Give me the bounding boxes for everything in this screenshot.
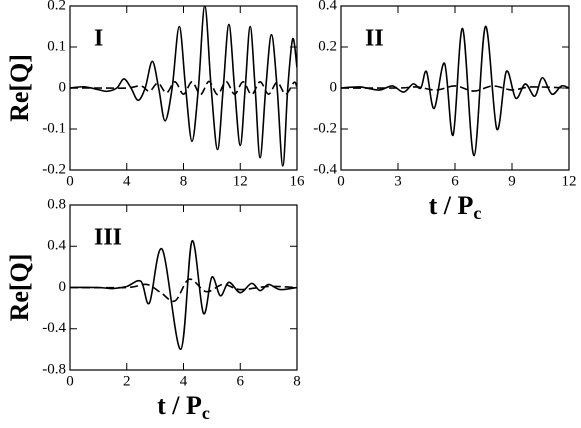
y-tick-label: 0 xyxy=(59,279,67,295)
x-tick-label: 3 xyxy=(394,173,402,189)
y-tick-label: -0.4 xyxy=(313,161,337,177)
x-axis-label: t / Pc xyxy=(157,391,210,423)
y-tick-label: -0.8 xyxy=(42,361,66,377)
panel-label: I xyxy=(94,26,103,52)
x-tick-label: 6 xyxy=(451,173,459,189)
x-tick-label: 8 xyxy=(293,373,301,389)
y-tick-label: 0.1 xyxy=(47,38,66,54)
plot-frame xyxy=(69,5,298,171)
y-tick-label: -0.2 xyxy=(313,120,337,136)
y-tick-label: -0.4 xyxy=(42,320,66,336)
x-tick-label: 0 xyxy=(66,173,74,189)
x-tick-label: 16 xyxy=(290,173,306,189)
y-tick-label: 0 xyxy=(330,79,338,95)
y-tick-label: 0.2 xyxy=(47,0,66,13)
y-axis-label: Re[Q] xyxy=(5,54,34,122)
x-tick-label: 4 xyxy=(123,173,131,189)
data-line xyxy=(70,278,297,303)
x-tick-label: 8 xyxy=(180,173,188,189)
x-axis-label: t / Pc xyxy=(429,191,482,223)
panel-label: III xyxy=(94,225,122,251)
x-label-main: t / P xyxy=(157,391,202,420)
y-tick-label: 0.4 xyxy=(47,238,66,254)
x-tick-label: 12 xyxy=(562,173,577,189)
y-tick-label: 0 xyxy=(59,79,67,95)
data-line xyxy=(341,25,569,157)
x-label-subscript: c xyxy=(473,203,481,223)
x-label-main: t / P xyxy=(429,191,474,220)
y-tick-label: 0.4 xyxy=(318,0,337,13)
x-tick-label: 0 xyxy=(66,373,74,389)
x-tick-label: 12 xyxy=(233,173,248,189)
data-line xyxy=(70,80,297,96)
x-tick-label: 9 xyxy=(508,173,516,189)
x-tick-label: 4 xyxy=(180,373,188,389)
x-tick-label: 0 xyxy=(337,173,345,189)
data-line xyxy=(70,240,297,351)
y-tick-label: 0.2 xyxy=(318,38,337,54)
y-tick-label: -0.1 xyxy=(42,120,66,136)
y-axis-label: Re[Q] xyxy=(5,254,34,322)
x-label-subscript: c xyxy=(202,403,210,423)
data-line xyxy=(341,85,569,92)
y-tick-label: -0.2 xyxy=(42,161,66,177)
x-tick-label: 6 xyxy=(237,373,245,389)
x-tick-label: 2 xyxy=(123,373,131,389)
panel-label: II xyxy=(365,26,384,52)
y-tick-label: 0.8 xyxy=(47,196,66,212)
